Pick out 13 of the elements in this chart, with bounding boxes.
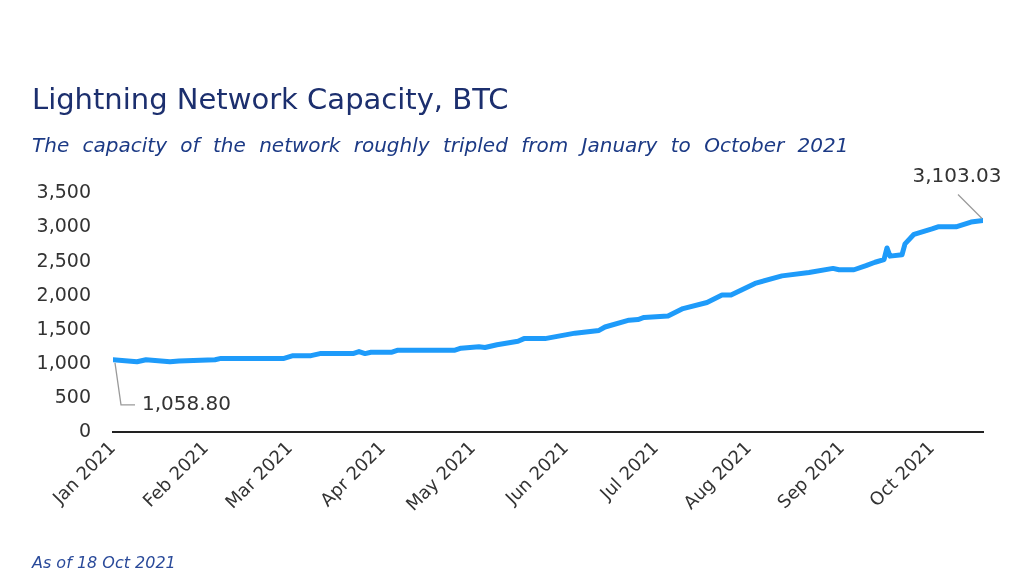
y-tick-label: 2,500	[36, 248, 91, 271]
y-tick-label: 1,000	[36, 350, 91, 373]
annotation: 3,103.03	[912, 162, 1002, 187]
y-tick-label: 3,000	[36, 214, 91, 237]
y-tick-label: 1,500	[36, 316, 91, 339]
y-tick-label: 500	[54, 384, 91, 407]
y-tick-label: 0	[78, 418, 91, 441]
chart-title: Lightning Network Capacity, BTC	[32, 82, 509, 116]
chart-subtitle: The capacity of the network roughly tripled from January to October 2021	[32, 133, 849, 157]
annotation: 1,058.80	[142, 391, 232, 416]
text: As of 18 Oct 2021	[32, 553, 176, 572]
y-tick-label: 3,500	[36, 180, 91, 203]
y-tick-label: 2,000	[36, 282, 91, 305]
